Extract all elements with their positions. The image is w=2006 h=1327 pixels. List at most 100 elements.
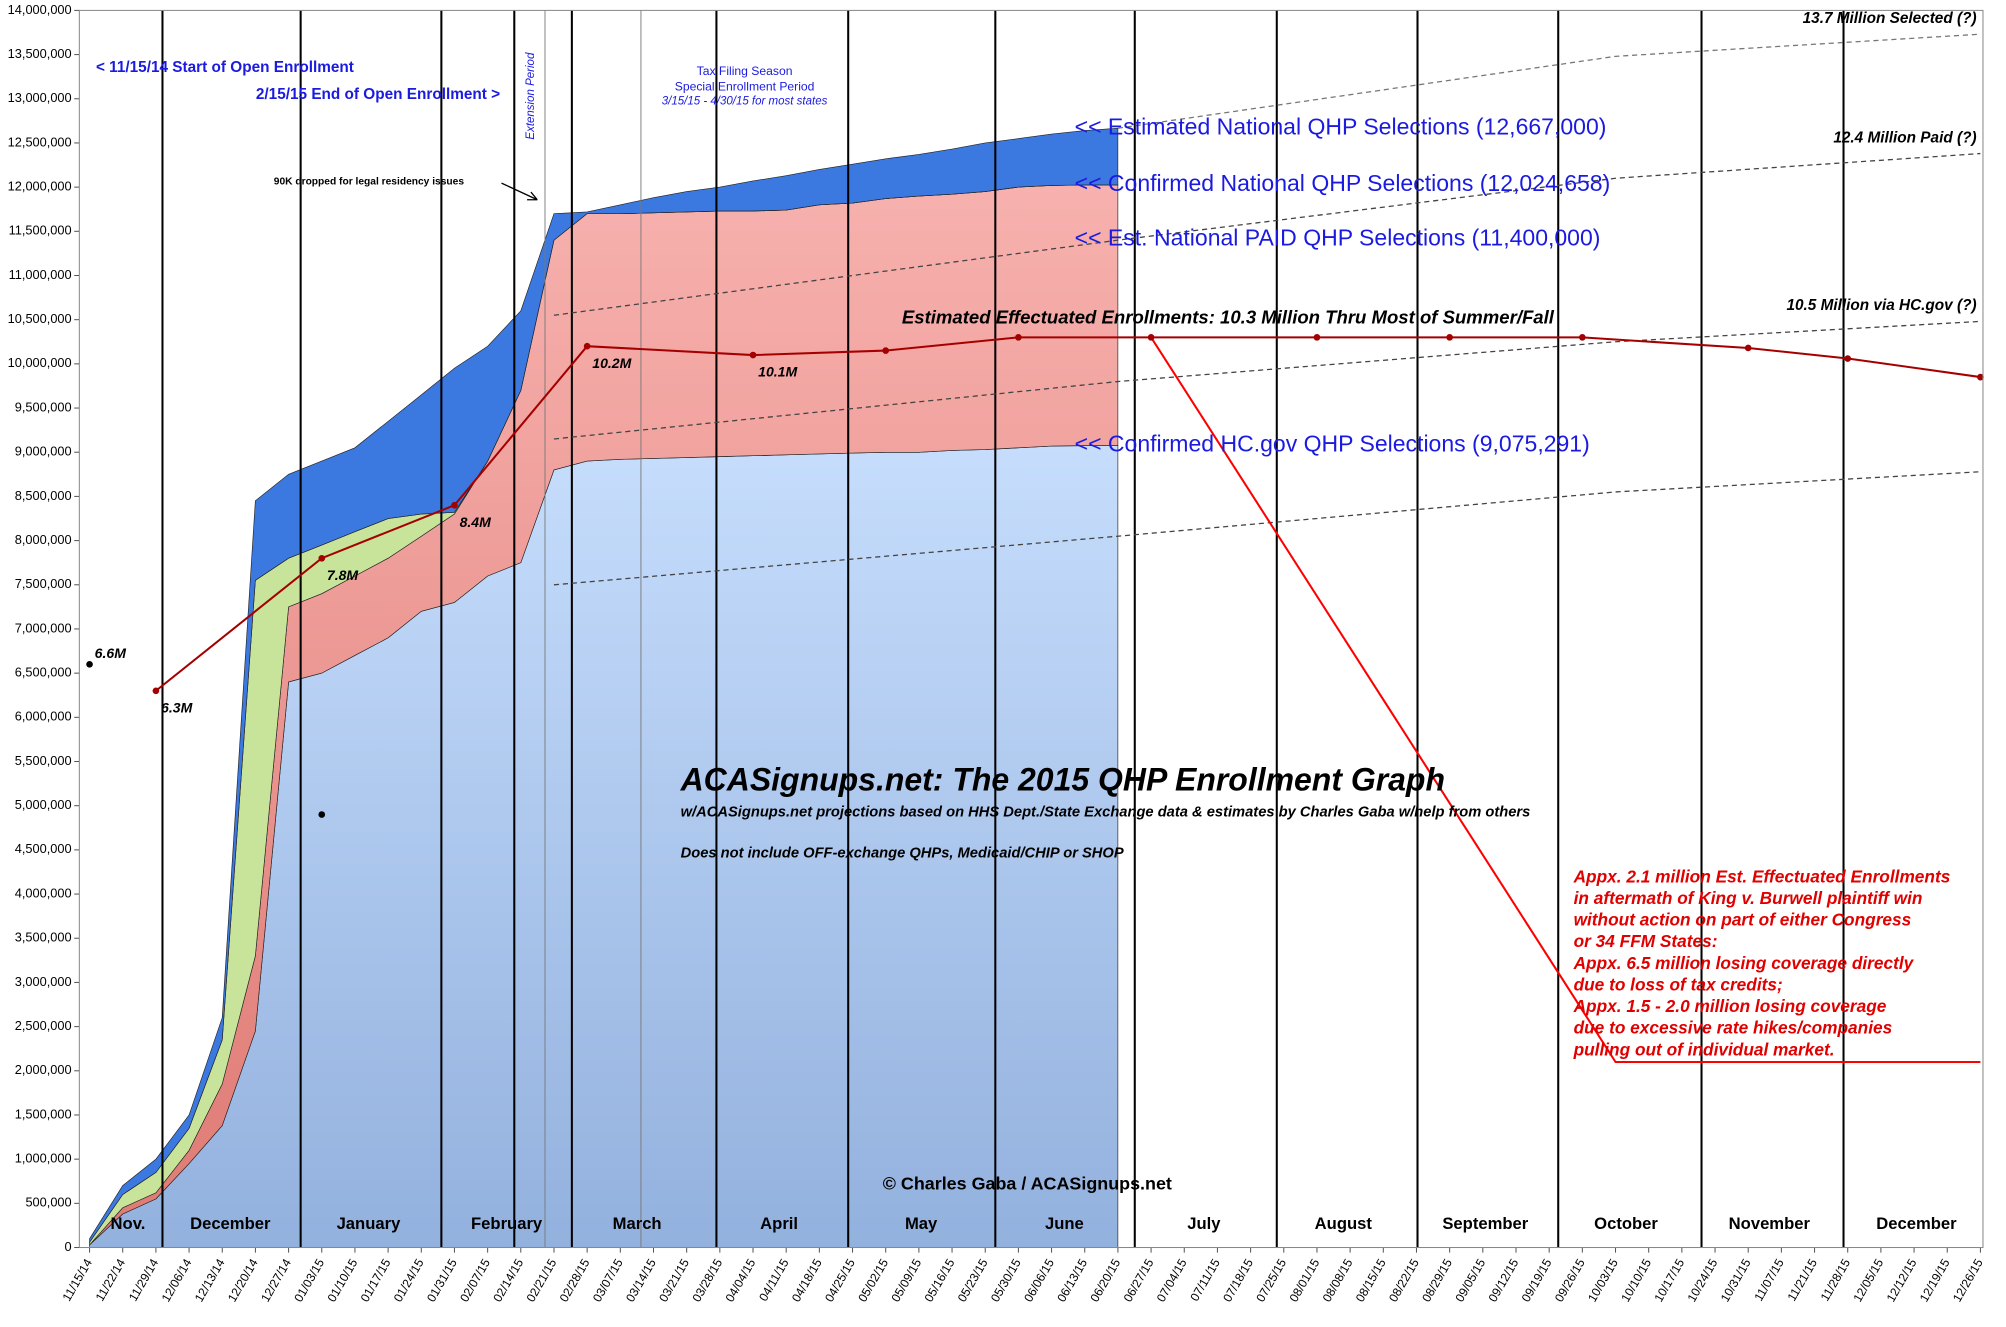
- y-tick-label: 10,500,000: [8, 311, 72, 326]
- y-tick-label: 9,500,000: [15, 399, 72, 414]
- annotation: << Est. National PAID QHP Selections (11…: [1075, 224, 1601, 250]
- y-tick-label: 11,500,000: [9, 223, 72, 238]
- line-label: 12.4 Million Paid (?): [1833, 129, 1976, 146]
- month-label: October: [1594, 1214, 1658, 1233]
- annotation: or 34 FFM States:: [1574, 931, 1718, 951]
- y-tick-label: 10,000,000: [8, 355, 72, 370]
- point: [583, 342, 591, 350]
- y-tick-label: 6,500,000: [15, 665, 72, 680]
- y-tick-label: 4,500,000: [15, 841, 72, 856]
- grid: [74, 9, 1981, 1253]
- month-label: April: [760, 1214, 798, 1233]
- labels: ACASignups.net: The 2015 QHP Enrollment …: [8, 2, 1986, 1305]
- annotation: 2/15/15 End of Open Enrollment >: [256, 86, 500, 103]
- y-tick-label: 4,000,000: [15, 885, 72, 900]
- month-label: November: [1729, 1214, 1811, 1233]
- y-tick-label: 13,000,000: [8, 90, 72, 105]
- point: [1744, 344, 1752, 352]
- y-tick-label: 6,000,000: [15, 709, 72, 724]
- y-tick-label: 9,000,000: [15, 444, 72, 459]
- period-lines: [161, 10, 1845, 1248]
- annotation: in aftermath of King v. Burwell plaintif…: [1574, 888, 1923, 908]
- value-label: 10.2M: [592, 355, 631, 371]
- point: [882, 347, 890, 354]
- line-label: 10.5 Million via HC.gov (?): [1786, 297, 1976, 314]
- point: [1313, 334, 1321, 341]
- annotation: Appx. 1.5 - 2.0 million losing coverage: [1573, 996, 1887, 1016]
- series-label: << Estimated National QHP Selections (12…: [1075, 113, 1607, 139]
- y-tick-label: 8,000,000: [15, 532, 72, 547]
- y-tick-label: 14,000,000: [8, 2, 72, 17]
- y-tick-label: 8,500,000: [15, 488, 72, 503]
- month-label: May: [905, 1214, 938, 1233]
- point: [1977, 373, 1984, 381]
- month-label: Nov.: [111, 1214, 146, 1233]
- annotation-arrow: [501, 182, 538, 201]
- y-tick-label: 1,500,000: [15, 1106, 72, 1121]
- annotation: due to loss of tax credits;: [1574, 974, 1783, 994]
- annotation: Tax Filing Season: [697, 64, 793, 78]
- month-label: July: [1187, 1214, 1221, 1233]
- y-tick-label: 13,500,000: [8, 46, 72, 61]
- y-tick-label: 500,000: [25, 1195, 71, 1210]
- point: [318, 554, 326, 562]
- annotation: < 11/15/14 Start of Open Enrollment: [96, 59, 354, 76]
- y-tick-label: 3,000,000: [15, 974, 72, 989]
- projection-line: [1117, 33, 1981, 129]
- value-label: 10.1M: [758, 364, 797, 380]
- point: [1844, 355, 1852, 362]
- series-label: << Confirmed National QHP Selections (12…: [1075, 170, 1611, 196]
- y-tick-label: 11,000,000: [9, 267, 72, 282]
- projection-line: [553, 471, 1981, 586]
- month-label: February: [471, 1214, 543, 1233]
- annotation: Special Enrollment Period: [675, 79, 815, 93]
- y-tick-label: 0: [65, 1239, 72, 1254]
- point: [318, 811, 326, 818]
- annotation: Appx. 2.1 million Est. Effectuated Enrol…: [1573, 866, 1951, 886]
- month-label: August: [1315, 1214, 1373, 1233]
- month-label: September: [1442, 1214, 1528, 1233]
- value-label: 7.8M: [327, 567, 359, 583]
- y-tick-label: 12,500,000: [8, 134, 72, 149]
- overlays: [86, 33, 1984, 1064]
- annotation: 90K dropped for legal residency issues: [274, 177, 465, 188]
- y-tick-label: 5,000,000: [15, 797, 72, 812]
- annotation: pulling out of individual market.: [1573, 1039, 1835, 1059]
- point: [1015, 334, 1022, 341]
- credit: © Charles Gaba / ACASignups.net: [883, 1174, 1172, 1194]
- y-tick-label: 2,500,000: [15, 1018, 72, 1033]
- annotation: 3/15/15 - 4/30/15 for most states: [662, 95, 828, 107]
- line: [155, 336, 1981, 692]
- point: [152, 687, 160, 695]
- value-label: 6.6M: [95, 645, 127, 661]
- annotation: due to excessive rate hikes/companies: [1574, 1018, 1893, 1038]
- point: [749, 351, 757, 359]
- projection-line: [553, 152, 1981, 316]
- chart-title: ACASignups.net: The 2015 QHP Enrollment …: [680, 761, 1445, 797]
- point: [1579, 334, 1586, 341]
- y-tick-label: 12,000,000: [8, 179, 72, 194]
- y-tick-label: 1,000,000: [15, 1151, 72, 1166]
- y-tick-label: 5,500,000: [15, 753, 72, 768]
- annotation: without action on part of either Congres…: [1574, 910, 1912, 930]
- point: [1446, 334, 1453, 341]
- month-label: December: [190, 1214, 271, 1233]
- line: [1150, 336, 1981, 1064]
- annotation: Extension Period: [525, 52, 537, 140]
- note: Does not include OFF-exchange QHPs, Medi…: [681, 845, 1124, 861]
- month-label: December: [1876, 1214, 1957, 1233]
- annotation: Appx. 6.5 million losing coverage direct…: [1573, 953, 1915, 973]
- value-label: 6.3M: [161, 699, 193, 715]
- point: [1147, 334, 1155, 341]
- projection-line: [553, 320, 1981, 440]
- y-tick-label: 2,000,000: [15, 1062, 72, 1077]
- plot-frame: [78, 9, 1984, 1249]
- month-label: January: [337, 1214, 402, 1233]
- annotation: Estimated Effectuated Enrollments: 10.3 …: [902, 307, 1555, 328]
- subtitle: w/ACASignups.net projections based on HH…: [681, 804, 1531, 820]
- series-label: << Confirmed HC.gov QHP Selections (9,07…: [1075, 431, 1590, 457]
- y-tick-label: 7,000,000: [15, 620, 72, 635]
- y-tick-label: 3,500,000: [15, 930, 72, 945]
